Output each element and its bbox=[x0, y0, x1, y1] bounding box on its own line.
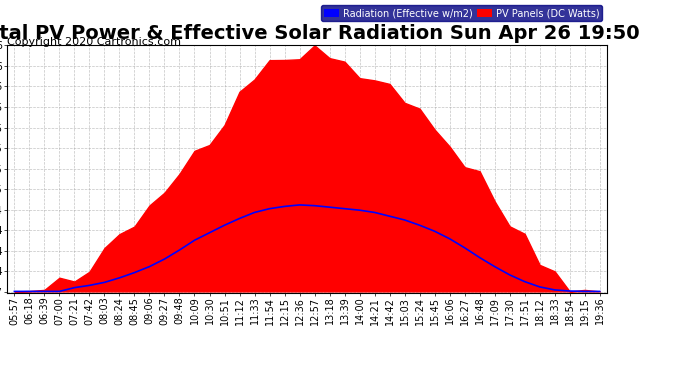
Title: Total PV Power & Effective Solar Radiation Sun Apr 26 19:50: Total PV Power & Effective Solar Radiati… bbox=[0, 24, 640, 44]
Text: Copyright 2020 Cartronics.com: Copyright 2020 Cartronics.com bbox=[7, 37, 181, 47]
Legend: Radiation (Effective w/m2), PV Panels (DC Watts): Radiation (Effective w/m2), PV Panels (D… bbox=[322, 5, 602, 21]
